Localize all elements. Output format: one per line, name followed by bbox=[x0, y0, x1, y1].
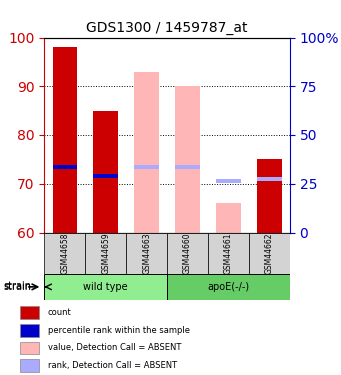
Bar bbox=[53, 165, 77, 169]
Bar bbox=[257, 177, 282, 181]
Bar bbox=[53, 47, 77, 232]
Bar bbox=[93, 174, 118, 178]
FancyBboxPatch shape bbox=[44, 232, 85, 274]
FancyBboxPatch shape bbox=[167, 232, 208, 274]
FancyBboxPatch shape bbox=[167, 274, 290, 300]
Text: value, Detection Call = ABSENT: value, Detection Call = ABSENT bbox=[48, 344, 181, 352]
Bar bbox=[134, 72, 159, 232]
FancyBboxPatch shape bbox=[85, 232, 126, 274]
Text: wild type: wild type bbox=[84, 282, 128, 292]
Bar bbox=[93, 111, 118, 232]
Bar bbox=[20, 359, 39, 372]
Bar bbox=[257, 177, 282, 181]
Text: strain: strain bbox=[3, 281, 31, 291]
Text: GSM44662: GSM44662 bbox=[265, 232, 274, 274]
Bar bbox=[20, 306, 39, 319]
FancyBboxPatch shape bbox=[44, 274, 167, 300]
Text: GSM44661: GSM44661 bbox=[224, 232, 233, 274]
Bar bbox=[134, 165, 159, 169]
Text: GSM44658: GSM44658 bbox=[60, 232, 69, 274]
Text: GSM44659: GSM44659 bbox=[101, 232, 110, 274]
Bar bbox=[175, 86, 200, 232]
Bar bbox=[216, 179, 241, 183]
Text: GSM44663: GSM44663 bbox=[142, 232, 151, 274]
Bar bbox=[175, 165, 200, 169]
Bar bbox=[20, 324, 39, 336]
Text: percentile rank within the sample: percentile rank within the sample bbox=[48, 326, 190, 334]
Bar bbox=[20, 342, 39, 354]
Title: GDS1300 / 1459787_at: GDS1300 / 1459787_at bbox=[86, 21, 248, 35]
Text: count: count bbox=[48, 308, 72, 317]
Text: apoE(-/-): apoE(-/-) bbox=[207, 282, 250, 292]
Bar bbox=[257, 159, 282, 232]
Text: rank, Detection Call = ABSENT: rank, Detection Call = ABSENT bbox=[48, 361, 177, 370]
FancyBboxPatch shape bbox=[249, 232, 290, 274]
Text: GSM44660: GSM44660 bbox=[183, 232, 192, 274]
Text: strain: strain bbox=[3, 282, 31, 292]
FancyBboxPatch shape bbox=[126, 232, 167, 274]
FancyBboxPatch shape bbox=[208, 232, 249, 274]
Bar bbox=[216, 203, 241, 232]
